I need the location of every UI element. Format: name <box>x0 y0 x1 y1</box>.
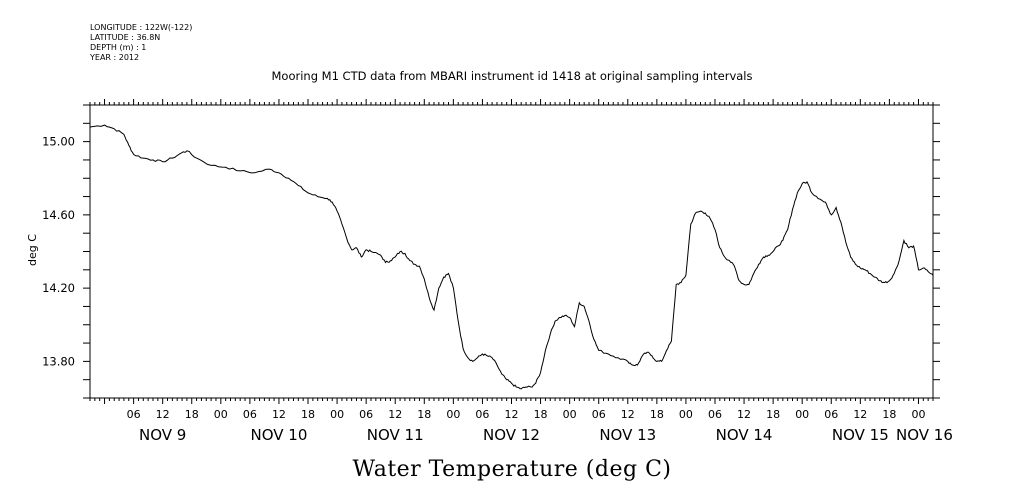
x-hour-label: 06 <box>708 408 722 421</box>
x-day-label: NOV 9 <box>139 426 186 444</box>
y-axis-label: deg C <box>26 234 39 266</box>
x-day-labels: NOV 9 NOV 10 NOV 11 NOV 12 NOV 13 NOV 14 NOV 1… <box>139 426 953 444</box>
x-hour-label: 06 <box>243 408 257 421</box>
x-day-label: NOV 16 <box>896 426 953 444</box>
x-hour-label: 12 <box>156 408 170 421</box>
x-hour-label: 00 <box>330 408 344 421</box>
x-day-label: NOV 12 <box>483 426 540 444</box>
plot-frame <box>89 104 934 399</box>
x-hour-label: 06 <box>824 408 838 421</box>
water-temperature-line <box>89 124 934 390</box>
x-hour-label: 06 <box>127 408 141 421</box>
y-tick-label: 15.00 <box>42 135 75 149</box>
x-hour-label: 00 <box>679 408 693 421</box>
x-hour-label: 18 <box>301 408 315 421</box>
x-day-label: NOV 14 <box>716 426 773 444</box>
x-hour-label: 12 <box>737 408 751 421</box>
x-hour-label: 18 <box>650 408 664 421</box>
x-day-label: NOV 11 <box>367 426 424 444</box>
x-hour-label: 00 <box>446 408 460 421</box>
x-hour-label: 18 <box>882 408 896 421</box>
x-day-label: NOV 10 <box>251 426 308 444</box>
x-hour-label: 00 <box>214 408 228 421</box>
x-hour-label: 12 <box>505 408 519 421</box>
x-hour-label: 06 <box>475 408 489 421</box>
y-tick-label: 14.60 <box>42 208 75 222</box>
longitude-text: LONGITUDE : 122W(-122) <box>90 23 192 32</box>
tick-marks <box>83 99 940 404</box>
x-hour-label: 12 <box>621 408 635 421</box>
x-hour-label: 18 <box>534 408 548 421</box>
depth-text: DEPTH (m) : 1 <box>90 43 146 52</box>
x-day-label: NOV 13 <box>599 426 656 444</box>
year-text: YEAR : 2012 <box>89 53 139 62</box>
x-hour-label: 00 <box>795 408 809 421</box>
x-hour-label: 06 <box>592 408 606 421</box>
x-hour-label: 00 <box>563 408 577 421</box>
y-tick-labels: 13.80 14.20 14.60 15.00 <box>42 135 75 369</box>
x-hour-label: 18 <box>417 408 431 421</box>
x-axis-label: Water Temperature (deg C) <box>353 457 672 482</box>
x-hour-label: 18 <box>185 408 199 421</box>
x-hour-label: 12 <box>853 408 867 421</box>
x-hour-label: 18 <box>766 408 780 421</box>
metadata-block: LONGITUDE : 122W(-122) LATITUDE : 36.8N … <box>89 23 192 62</box>
y-tick-label: 13.80 <box>42 354 75 368</box>
x-hour-label: 00 <box>911 408 925 421</box>
x-hour-label: 06 <box>359 408 373 421</box>
x-hour-label: 12 <box>388 408 402 421</box>
x-day-label: NOV 15 <box>832 426 889 444</box>
latitude-text: LATITUDE : 36.8N <box>90 33 160 42</box>
chart-title: Mooring M1 CTD data from MBARI instrumen… <box>272 69 753 83</box>
x-hour-label: 12 <box>272 408 286 421</box>
y-tick-label: 14.20 <box>42 281 75 295</box>
x-hour-tick-labels: 06 12 18 00 06 12 18 00 06 12 18 00 06 12 18 00 06 12 18 00… <box>127 408 926 421</box>
